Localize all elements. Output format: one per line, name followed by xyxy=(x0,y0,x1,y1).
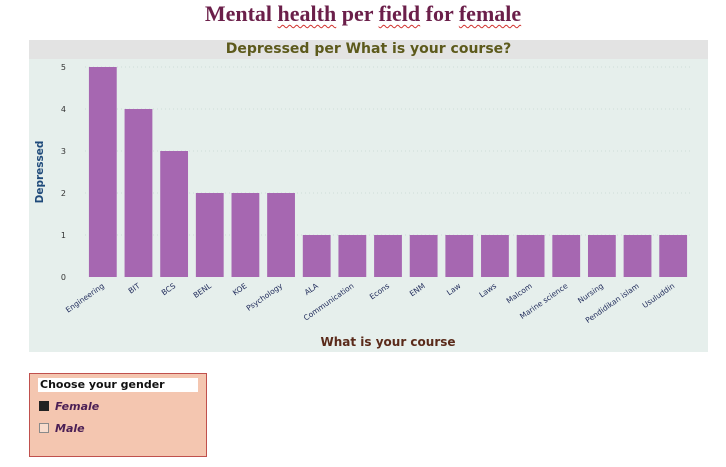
slicer-title: Choose your gender xyxy=(38,378,198,392)
bar xyxy=(195,193,224,277)
gender-slicer[interactable]: Choose your gender Female Male xyxy=(29,373,207,457)
x-tick-label: Psychology xyxy=(245,281,285,313)
y-axis-title: Depressed xyxy=(34,141,46,204)
bar xyxy=(231,193,260,277)
x-tick-label: BCS xyxy=(160,281,178,297)
bar xyxy=(516,235,545,277)
slicer-item-label: Female xyxy=(55,399,100,413)
bar xyxy=(88,67,117,277)
y-tick-label: 3 xyxy=(61,147,66,156)
title-word: field xyxy=(378,1,421,26)
y-tick-label: 4 xyxy=(61,105,66,114)
checkbox-unchecked-icon[interactable] xyxy=(39,423,49,433)
title-word: health xyxy=(277,1,337,26)
x-tick-label: Engineering xyxy=(64,281,106,314)
bar xyxy=(124,109,153,277)
y-tick-label: 2 xyxy=(61,189,66,198)
bar xyxy=(445,235,474,277)
title-word: Mental xyxy=(204,1,278,26)
x-axis-title: What is your course xyxy=(320,335,455,349)
x-tick-label: ALA xyxy=(303,281,321,297)
title-word: per xyxy=(336,1,379,26)
slicer-item-male[interactable]: Male xyxy=(39,420,85,436)
bar xyxy=(338,235,367,277)
x-tick-label: BENL xyxy=(192,281,214,300)
bar xyxy=(659,235,688,277)
slicer-item-label: Male xyxy=(55,421,85,435)
y-tick-label: 5 xyxy=(61,63,66,72)
y-tick-label: 1 xyxy=(61,231,66,240)
x-tick-label: BIT xyxy=(127,281,142,295)
bar xyxy=(302,235,331,277)
x-tick-label: Nursing xyxy=(576,281,605,305)
bar xyxy=(481,235,509,277)
bar xyxy=(552,235,581,277)
bar xyxy=(374,235,402,277)
x-tick-label: Usuluddin xyxy=(641,281,677,310)
y-tick-label: 0 xyxy=(61,273,66,282)
bar-chart: 0 1 2 3 4 5 Engineering BIT BCS BENL KOEPsychology… xyxy=(34,63,691,349)
chart-title: Depressed per What is your course? xyxy=(29,40,708,59)
x-tick-label: Econs xyxy=(368,281,391,301)
title-word: female xyxy=(458,1,522,26)
bar xyxy=(587,235,616,277)
bar xyxy=(409,235,438,277)
checkbox-checked-icon[interactable] xyxy=(39,401,49,411)
bar-chart-visual[interactable]: 0 1 2 3 4 5 Engineering BIT BCS BENL KOE Psychology… xyxy=(29,40,708,352)
bar xyxy=(160,151,189,277)
bar xyxy=(267,193,295,277)
title-word: for xyxy=(420,1,459,26)
x-tick-label: Laws xyxy=(478,281,499,299)
x-tick-label: Malcom xyxy=(505,281,534,305)
slicer-item-female[interactable]: Female xyxy=(39,398,99,414)
page-title: Mental health per field for female xyxy=(0,0,726,28)
bar xyxy=(623,235,652,277)
x-tick-label: KOE xyxy=(231,281,249,297)
x-tick-label: ENM xyxy=(408,281,427,298)
x-tick-label: Law xyxy=(445,281,462,297)
